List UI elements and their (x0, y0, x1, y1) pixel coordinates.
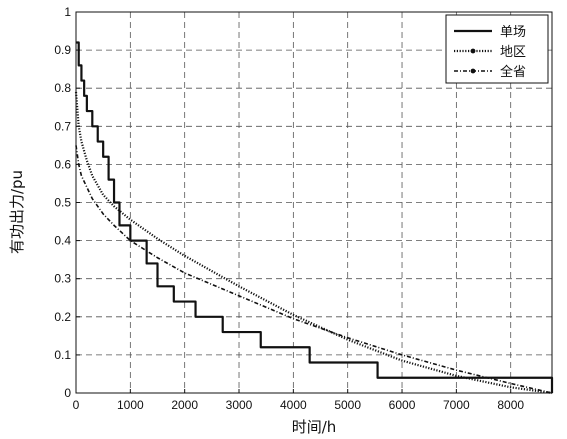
y-tick-label: 1 (64, 5, 71, 19)
x-tick-label: 8000 (497, 398, 524, 412)
x-tick-label: 0 (73, 398, 80, 412)
y-tick-label: 0 (64, 386, 71, 400)
x-tick-label: 3000 (226, 398, 253, 412)
y-tick-label: 0.2 (54, 310, 71, 324)
series-line-3 (75, 145, 553, 394)
x-tick-label: 5000 (334, 398, 361, 412)
y-tick-label: 0.5 (54, 196, 71, 210)
y-tick-label: 0.3 (54, 272, 71, 286)
y-tick-label: 0.8 (54, 81, 71, 95)
legend-label-1: 单场 (500, 25, 526, 40)
x-axis-title: 时间/h (292, 418, 337, 436)
y-axis-title: 有功出力/pu (8, 170, 26, 254)
x-tick-label: 4000 (280, 398, 307, 412)
ticks: 0 1000 2000 3000 4000 5000 6000 7000 8000 0 0.1 0.2… (54, 5, 524, 412)
legend-label-3: 全省 (500, 64, 526, 80)
y-tick-label: 0.6 (54, 157, 71, 171)
series-layer (74, 41, 554, 395)
y-tick-label: 0.9 (54, 43, 71, 57)
y-tick-label: 0.1 (54, 348, 71, 362)
legend-marker-3 (470, 68, 476, 74)
x-tick-label: 1000 (117, 398, 144, 412)
legend-box (445, 14, 549, 84)
y-tick-label: 0.4 (54, 234, 71, 248)
series-line-1 (76, 41, 554, 393)
legend-label-2: 地区 (500, 45, 526, 60)
x-tick-label: 6000 (389, 398, 416, 412)
x-tick-label: 2000 (171, 398, 198, 412)
y-tick-label: 0.7 (54, 119, 71, 133)
x-tick-label: 7000 (443, 398, 470, 412)
legend-marker-2 (470, 48, 476, 54)
